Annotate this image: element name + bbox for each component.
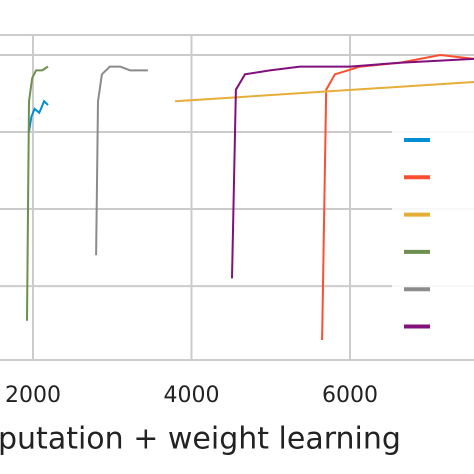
series-line [175,81,474,103]
series-line [95,65,148,256]
series-line [26,65,49,321]
series-line [231,57,474,279]
x-tick-label: 6000 [322,383,378,408]
x-tick-label: 2000 [5,383,61,408]
x-tick-label: 4000 [163,383,219,408]
legend-box [392,122,474,344]
x-axis-label: putation + weight learning [0,422,401,457]
series-line [28,99,49,133]
